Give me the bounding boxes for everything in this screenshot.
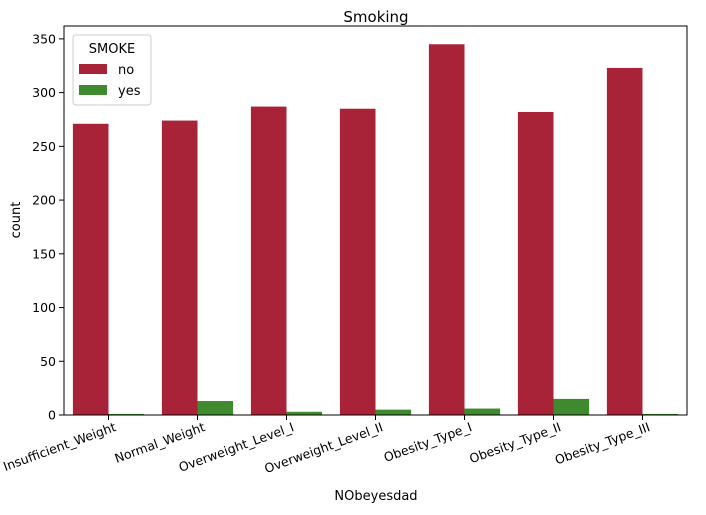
legend-label-yes: yes	[118, 84, 141, 99]
x-axis: Insufficient_WeightNormal_WeightOverweig…	[1, 415, 652, 476]
bar-no-Normal_Weight	[161, 120, 198, 415]
y-axis: 0 50 100 150 200 250 300 350	[32, 31, 64, 423]
x-tick-label: Obesity_Type_I	[382, 419, 474, 465]
bar-yes-Obesity_Type_I	[464, 408, 501, 415]
x-tick-label: Obesity_Type_III	[553, 419, 652, 467]
bar-no-Obesity_Type_I	[428, 44, 465, 416]
y-tick-label: 200	[32, 193, 56, 208]
y-axis-title: count	[9, 202, 24, 239]
bar-no-Overweight_Level_II	[339, 108, 376, 416]
bar-yes-Overweight_Level_II	[375, 409, 412, 415]
bar-no-Insufficient_Weight	[72, 123, 109, 415]
plot-frame	[63, 25, 688, 416]
bar-yes-Overweight_Level_I	[286, 411, 323, 415]
y-tick-label: 350	[32, 31, 56, 46]
y-tick-label: 100	[32, 300, 56, 315]
x-tick-label: Obesity_Type_II	[467, 419, 563, 466]
legend-swatch-yes	[79, 85, 107, 95]
bar-no-Overweight_Level_I	[250, 106, 287, 415]
legend-title: SMOKE	[89, 42, 135, 57]
bar-yes-Obesity_Type_II	[553, 398, 590, 415]
x-tick-label: Insufficient_Weight	[1, 419, 118, 474]
bar-yes-Obesity_Type_III	[642, 413, 679, 415]
bar-no-Obesity_Type_II	[517, 111, 554, 415]
legend-label-no: no	[118, 63, 134, 78]
legend: SMOKE no yes	[72, 34, 152, 106]
x-axis-title: NObeyesdad	[334, 489, 417, 504]
y-tick-label: 150	[32, 246, 56, 261]
chart-title: Smoking	[343, 8, 408, 26]
y-tick-label: 300	[32, 85, 56, 100]
y-tick-label: 0	[48, 408, 56, 423]
bar-yes-Normal_Weight	[197, 401, 234, 415]
bar-no-Obesity_Type_III	[606, 67, 643, 415]
y-tick-label: 250	[32, 139, 56, 154]
legend-swatch-no	[79, 64, 107, 74]
bar-yes-Insufficient_Weight	[108, 413, 145, 415]
y-tick-label: 50	[40, 354, 56, 369]
bars-group	[72, 44, 679, 416]
